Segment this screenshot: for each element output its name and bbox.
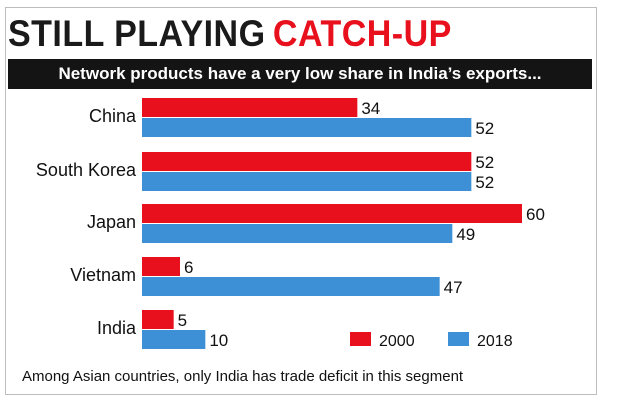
bar-india-2018 <box>142 330 206 349</box>
bar-india-2000 <box>142 310 174 329</box>
value-label-vietnam-2018: 47 <box>444 278 463 297</box>
subtitle-banner: Network products have a very low share i… <box>8 59 592 89</box>
bar-south-korea-2000 <box>142 152 472 171</box>
value-label-south-korea-2000: 52 <box>475 153 494 172</box>
footnote: Among Asian countries, only India has tr… <box>22 368 464 385</box>
legend-swatch-2018 <box>448 332 469 346</box>
bar-south-korea-2018 <box>142 172 472 191</box>
value-label-india-2018: 10 <box>209 331 228 350</box>
legend-label-2000: 2000 <box>379 333 415 350</box>
category-label-south-korea: South Korea <box>36 160 137 180</box>
page-title: STILL PLAYING CATCH-UP <box>8 13 452 55</box>
category-label-japan: Japan <box>87 212 136 232</box>
category-label-china: China <box>89 106 137 126</box>
bar-japan-2000 <box>142 204 522 223</box>
title-part-red: CATCH-UP <box>272 13 452 54</box>
category-label-vietnam: Vietnam <box>70 265 136 285</box>
category-label-india: India <box>97 318 137 338</box>
legend-label-2018: 2018 <box>477 333 513 350</box>
bar-vietnam-2000 <box>142 257 180 276</box>
bar-japan-2018 <box>142 224 453 243</box>
title-part-dark: STILL PLAYING <box>8 13 266 54</box>
value-label-china-2018: 52 <box>475 119 494 138</box>
value-label-japan-2018: 49 <box>456 225 475 244</box>
legend-swatch-2000 <box>350 332 371 346</box>
subtitle: Network products have a very low share i… <box>58 64 542 83</box>
value-label-japan-2000: 60 <box>526 205 545 224</box>
value-label-vietnam-2000: 6 <box>184 258 193 277</box>
value-label-china-2000: 34 <box>361 99 380 118</box>
value-label-india-2000: 5 <box>178 311 187 330</box>
value-label-south-korea-2018: 52 <box>475 173 494 192</box>
bar-china-2000 <box>142 98 358 117</box>
bar-china-2018 <box>142 118 472 137</box>
bar-vietnam-2018 <box>142 277 440 296</box>
